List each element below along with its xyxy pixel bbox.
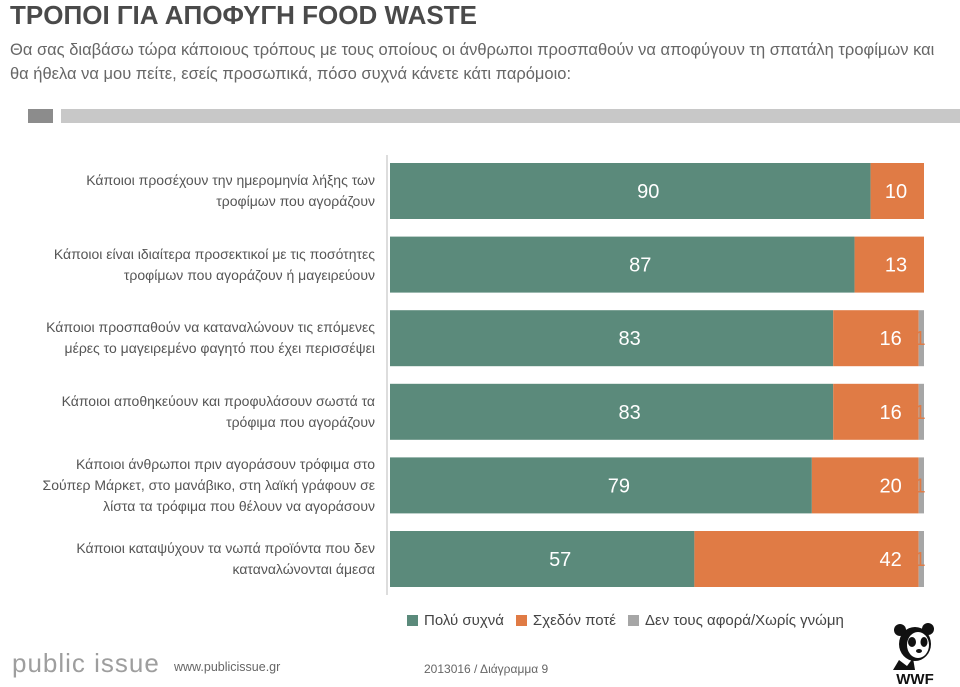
stacked-bar-chart: 90 10 87 13 83 16 1 83 16 1 79 20 1 57 42 1 <box>386 155 926 595</box>
page-title: ΤΡΟΠΟΙ ΓΙΑ ΑΠΟΦΥΓΗ FOOD WASTE <box>10 0 477 30</box>
bar-very-often-3 <box>390 310 834 367</box>
data-label-almost-never-2: 13 <box>885 255 907 277</box>
category-label-1: Κάποιοι προσέχουν την ημερομηνία λήξης τ… <box>86 170 375 212</box>
data-label-very-often-1: 90 <box>637 181 659 203</box>
category-label-line: λίστα τα τρόφιμα που θέλουν να αγοράσουν <box>103 497 375 514</box>
category-label-line: Κάποιοι προσέχουν την ημερομηνία λήξης τ… <box>86 172 375 188</box>
bar-no-opinion-6 <box>918 531 924 587</box>
category-label-5: Κάποιοι άνθρωποι πριν αγοράσουν τρόφιμα … <box>43 454 375 517</box>
header-rule-accent <box>28 109 53 123</box>
bar-almost-never-1 <box>870 163 924 219</box>
category-label-line: μέρες το μαγειρεμένο φαγητό που έχει περ… <box>64 340 375 357</box>
legend-label-very-often: Πολύ συχνά <box>424 612 504 629</box>
legend-item-almost-never: Σχεδόν ποτέ <box>515 612 616 629</box>
data-label-no-opinion-4: 1 <box>914 402 925 424</box>
data-label-almost-never-1: 10 <box>885 181 907 203</box>
header-rule <box>61 109 960 123</box>
category-label-line: Σούπερ Μάρκετ, στο μανάβικο, στη λαϊκή γ… <box>42 476 375 493</box>
category-label-line: τροφίμων που αγοράζουν <box>216 193 375 209</box>
bar-no-opinion-3 <box>918 310 924 367</box>
bar-almost-never-3 <box>833 310 919 367</box>
legend-item-very-often: Πολύ συχνά <box>407 612 504 629</box>
page-subtitle: Θα σας διαβάσω τώρα κάποιους τρόπους με … <box>10 41 935 83</box>
data-label-very-often-2: 87 <box>629 255 651 277</box>
bar-almost-never-5 <box>811 457 919 514</box>
data-label-very-often-3: 83 <box>618 328 640 350</box>
data-label-very-often-5: 79 <box>608 475 630 497</box>
category-label-line: Κάποιοι άνθρωποι πριν αγοράσουν τρόφιμα … <box>75 455 375 472</box>
category-label-line: Κάποιοι είναι ιδιαίτερα προσεκτικοί με τ… <box>53 245 375 262</box>
data-label-very-often-4: 83 <box>618 402 640 424</box>
legend-swatch-almost-never <box>515 615 527 626</box>
data-label-almost-never-5: 20 <box>880 475 902 497</box>
category-label-6: Κάποιοι καταψύχουν τα νωπά προϊόντα που … <box>76 538 375 580</box>
bar-almost-never-4 <box>833 383 919 440</box>
bar-very-often-4 <box>390 383 834 440</box>
footer-reference: 2013016 / Διάγραμμα 9 <box>424 662 549 676</box>
category-label-line: καταναλώνονται άμεσα <box>232 561 375 577</box>
data-label-almost-never-4: 16 <box>880 402 902 424</box>
data-label-almost-never-3: 16 <box>880 328 902 350</box>
bar-no-opinion-4 <box>918 383 924 440</box>
legend-swatch-very-often <box>407 615 418 626</box>
bar-no-opinion-5 <box>918 457 924 514</box>
category-label-line: Κάποιοι προσπαθούν να καταναλώνουν τις ε… <box>46 319 375 336</box>
bar-very-often-5 <box>390 457 812 514</box>
chart-legend: Πολύ συχνά Σχεδόν ποτέ Δεν τους αφορά/Χω… <box>407 612 856 629</box>
category-label-line: Κάποιοι αποθηκεύουν και προφυλάσουν σωστ… <box>61 392 375 409</box>
category-label-3: Κάποιοι προσπαθούν να καταναλώνουν τις ε… <box>46 317 375 359</box>
public-issue-logo: public issue <box>12 648 160 678</box>
wwf-panda-logo: WWF <box>893 623 934 686</box>
legend-item-no-opinion: Δεν τους αφορά/Χωρίς γνώμη <box>628 612 844 629</box>
data-label-almost-never-6: 42 <box>880 549 902 571</box>
legend-label-no-opinion: Δεν τους αφορά/Χωρίς γνώμη <box>645 612 844 629</box>
data-label-no-opinion-6: 1 <box>914 549 925 571</box>
category-label-2: Κάποιοι είναι ιδιαίτερα προσεκτικοί με τ… <box>54 244 375 286</box>
data-label-no-opinion-5: 1 <box>914 475 925 497</box>
data-label-very-often-6: 57 <box>549 549 571 571</box>
legend-label-almost-never: Σχεδόν ποτέ <box>532 612 616 629</box>
bar-almost-never-6 <box>694 531 919 587</box>
bar-very-often-2 <box>390 236 855 293</box>
footer-url: www.publicissue.gr <box>174 660 281 674</box>
category-label-4: Κάποιοι αποθηκεύουν και προφυλάσουν σωστ… <box>62 391 375 433</box>
legend-swatch-no-opinion <box>628 615 639 626</box>
data-label-no-opinion-3: 1 <box>914 328 925 350</box>
bar-very-often-1 <box>390 163 871 219</box>
wwf-logo-text: WWF <box>896 671 933 686</box>
category-label-line: Κάποιοι καταψύχουν τα νωπά προϊόντα που … <box>76 540 375 556</box>
bar-very-often-6 <box>390 531 695 587</box>
category-label-line: τροφίμων που αγοράζουν ή μαγειρεύουν <box>123 266 375 283</box>
bar-almost-never-2 <box>854 236 924 293</box>
category-label-line: τρόφιμα που αγοράζουν <box>226 413 375 430</box>
